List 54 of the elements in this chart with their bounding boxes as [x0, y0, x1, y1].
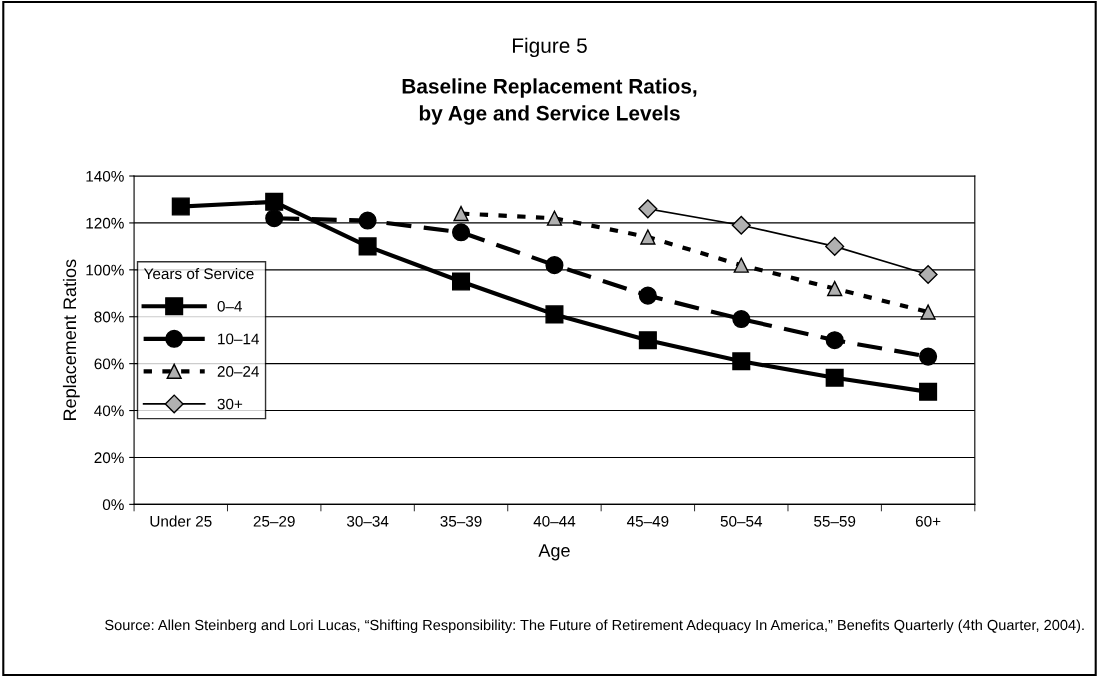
x-tick-label: 50–54 — [720, 515, 763, 527]
x-tick-label: 40–44 — [533, 515, 576, 527]
point — [825, 236, 845, 256]
point — [732, 352, 751, 371]
point — [452, 223, 471, 242]
point — [358, 211, 377, 230]
point — [452, 272, 471, 291]
x-tick-label: 55–59 — [814, 515, 856, 527]
legend-label: 0–4 — [217, 300, 242, 312]
y-tick-label: 20% — [94, 452, 124, 464]
x-tick-label: 35–39 — [440, 515, 482, 527]
chart-subtitle: Baseline Replacement Ratios, by Age and Service Levels — [402, 78, 697, 125]
x-tick-label: 45–49 — [626, 515, 669, 527]
y-tick-label: 120% — [86, 217, 124, 229]
y-axis-title: Replacement Ratios — [62, 259, 80, 420]
legend-label: 20–24 — [217, 366, 259, 377]
point — [638, 199, 658, 219]
y-tick-label: 40% — [94, 405, 124, 417]
point — [733, 257, 749, 273]
y-tick-label: 60% — [94, 358, 124, 370]
x-tick-label: 30–34 — [346, 515, 389, 527]
point — [919, 382, 938, 401]
source-note: Source: Allen Steinberg and Lori Lucas, “Shifting Responsibility: The Future of Retirement Adequacy In America,” Benefits Quarterly (4th Quarter, 2004). — [105, 619, 1084, 634]
point — [825, 368, 844, 387]
point — [732, 310, 751, 329]
x-tick-label: 60+ — [915, 515, 941, 527]
point — [265, 209, 284, 228]
point — [920, 304, 936, 320]
y-tick-label: 80% — [94, 311, 124, 323]
y-tick-label: 100% — [86, 264, 124, 276]
x-tick-label: 25–29 — [253, 515, 295, 527]
point — [919, 347, 938, 366]
point — [825, 331, 844, 350]
point — [171, 197, 190, 216]
point — [545, 256, 564, 275]
x-tick-label: Under 25 — [150, 515, 212, 527]
point — [731, 215, 751, 235]
y-tick-label: 140% — [86, 170, 124, 182]
point — [453, 205, 469, 222]
point — [638, 286, 657, 305]
point — [638, 331, 657, 350]
point — [545, 305, 564, 324]
legend-title: Years of Service — [143, 267, 254, 280]
chart-title: Figure 5 — [513, 37, 587, 58]
x-axis-title: Age — [538, 544, 570, 561]
point — [640, 229, 656, 245]
legend-label: 10–14 — [218, 333, 259, 345]
legend-label: 30+ — [217, 398, 243, 410]
point — [358, 237, 377, 256]
y-tick-label: 0% — [102, 499, 124, 511]
point — [827, 280, 843, 297]
point — [546, 210, 563, 226]
point — [918, 264, 938, 285]
point — [265, 192, 284, 211]
